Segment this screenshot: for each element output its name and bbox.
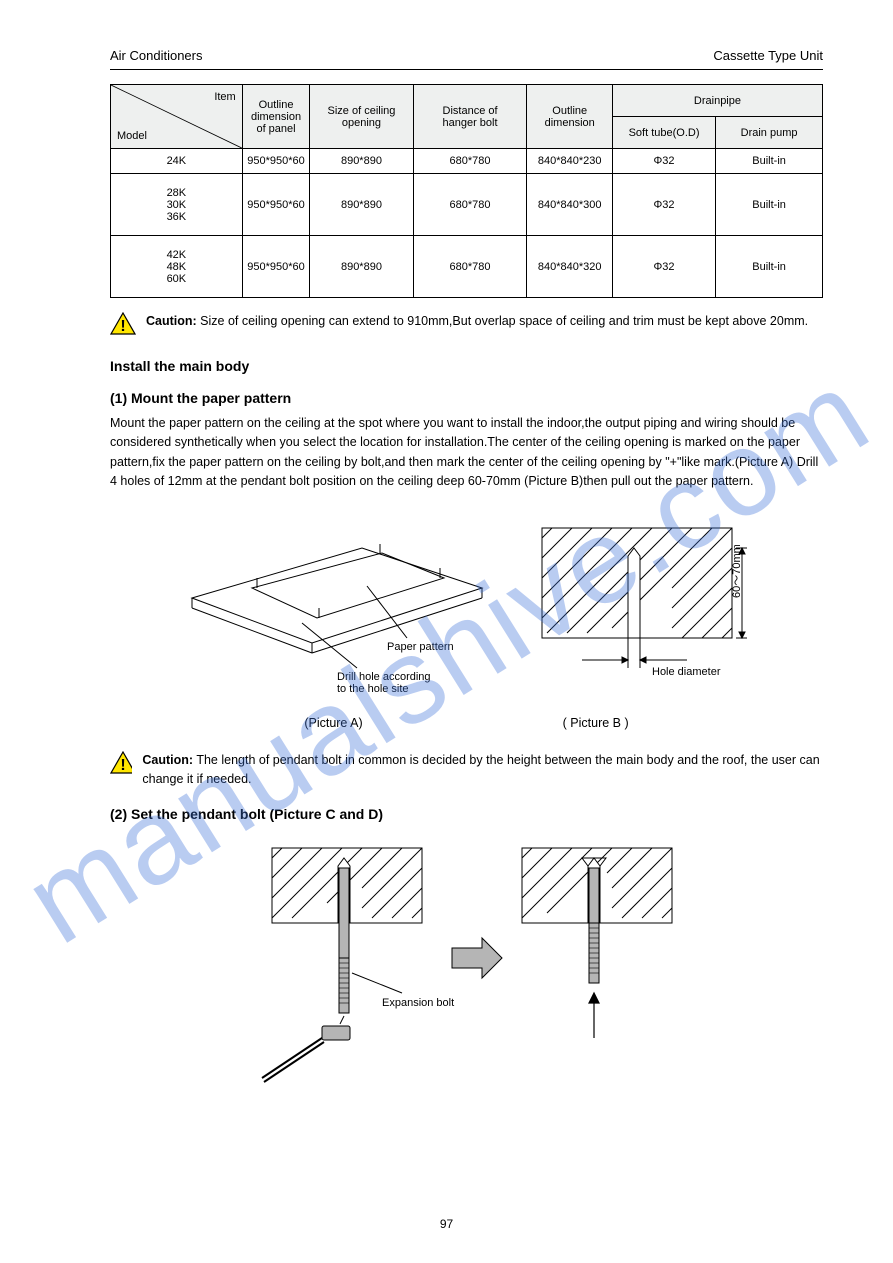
caution-block-1: ! Caution: Size of ceiling opening can e…: [110, 312, 823, 336]
label-hole-diameter: Hole diameter: [652, 666, 721, 678]
cell-dim: 840*840*300: [527, 174, 612, 236]
arrow-up-icon: [589, 993, 599, 1038]
header-left: Air Conditioners: [110, 48, 203, 63]
figure-a: Paper pattern Drill hole according to th…: [182, 508, 492, 708]
figure-cd: Expansion bolt: [252, 838, 682, 1088]
arrow-right-icon: [452, 938, 502, 978]
page: Air Conditioners Cassette Type Unit Item…: [0, 0, 893, 1263]
figure-row-cd: Expansion bolt: [110, 838, 823, 1088]
cell-hanger: 680*780: [413, 236, 527, 298]
th-drainpipe: Drainpipe: [612, 85, 822, 117]
caution-2-bold: Caution:: [142, 753, 193, 767]
header: Air Conditioners Cassette Type Unit: [110, 48, 823, 63]
caption-a: (Picture A): [304, 714, 362, 733]
th-item: Item: [214, 91, 235, 103]
cell-opening: 890*890: [310, 174, 413, 236]
cell-soft: Φ32: [612, 149, 715, 174]
page-number: 97: [0, 1217, 893, 1231]
th-ceiling-opening: Size of ceiling opening: [310, 85, 413, 149]
table-row: 42K 48K 60K 950*950*60 890*890 680*780 8…: [111, 236, 823, 298]
cell-opening: 890*890: [310, 236, 413, 298]
figure-b: Hole diameter 60～70mm: [522, 508, 752, 708]
cell-dim: 840*840*230: [527, 149, 612, 174]
header-right: Cassette Type Unit: [713, 48, 823, 63]
label-paper-pattern: Paper pattern: [387, 641, 454, 653]
caution-1-body: Size of ceiling opening can extend to 91…: [197, 314, 808, 328]
caution-2-body: The length of pendant bolt in common is …: [142, 753, 819, 786]
caution-block-2: ! Caution: The length of pendant bolt in…: [110, 751, 823, 790]
warning-icon: !: [110, 312, 136, 336]
caution-2-text: Caution: The length of pendant bolt in c…: [142, 751, 823, 790]
label-drill-hole: Drill hole according to the hole site: [337, 671, 434, 695]
cell-model: 42K 48K 60K: [111, 236, 243, 298]
sub1-text: Mount the paper pattern on the ceiling a…: [110, 414, 823, 492]
install-title: Install the main body: [110, 358, 823, 374]
svg-text:!: !: [120, 757, 125, 774]
table-row: 28K 30K 36K 950*950*60 890*890 680*780 8…: [111, 174, 823, 236]
cell-drain: Built-in: [716, 174, 823, 236]
svg-text:!: !: [120, 318, 125, 335]
label-depth: 60～70mm: [731, 544, 743, 598]
cell-drain: Built-in: [716, 236, 823, 298]
label-expansion-bolt: Expansion bolt: [382, 997, 454, 1009]
th-outline-dim: Outline dimension: [527, 85, 612, 149]
sub1-title: (1) Mount the paper pattern: [110, 390, 823, 406]
cell-soft: Φ32: [612, 174, 715, 236]
th-soft-tube: Soft tube(O.D): [612, 117, 715, 149]
cell-opening: 890*890: [310, 149, 413, 174]
install-body-section: Install the main body (1) Mount the pape…: [110, 358, 823, 1088]
figure-captions-ab: (Picture A) ( Picture B ): [110, 714, 823, 733]
table-head-row: Item Model Outline dimension of panel Si…: [111, 85, 823, 117]
header-rule: [110, 69, 823, 70]
th-model-item: Item Model: [111, 85, 243, 149]
th-drain-pump: Drain pump: [716, 117, 823, 149]
caution-1-text: Caution: Size of ceiling opening can ext…: [146, 312, 808, 331]
cell-model: 28K 30K 36K: [111, 174, 243, 236]
figure-row-ab: Paper pattern Drill hole according to th…: [110, 508, 823, 708]
caption-b: ( Picture B ): [563, 714, 629, 733]
cell-model: 24K: [111, 149, 243, 174]
cell-drain: Built-in: [716, 149, 823, 174]
table-row: 24K 950*950*60 890*890 680*780 840*840*2…: [111, 149, 823, 174]
warning-icon: !: [110, 751, 132, 775]
cell-dim: 840*840*320: [527, 236, 612, 298]
cell-hanger: 680*780: [413, 149, 527, 174]
caution-1-bold: Caution:: [146, 314, 197, 328]
spec-table: Item Model Outline dimension of panel Si…: [110, 84, 823, 298]
cell-hanger: 680*780: [413, 174, 527, 236]
cell-outline: 950*950*60: [242, 149, 310, 174]
th-hanger: Distance of hanger bolt: [413, 85, 527, 149]
cell-soft: Φ32: [612, 236, 715, 298]
th-model: Model: [117, 130, 147, 142]
cell-outline: 950*950*60: [242, 174, 310, 236]
cell-outline: 950*950*60: [242, 236, 310, 298]
th-outline-panel: Outline dimension of panel: [242, 85, 310, 149]
sub2-title: (2) Set the pendant bolt (Picture C and …: [110, 806, 823, 822]
